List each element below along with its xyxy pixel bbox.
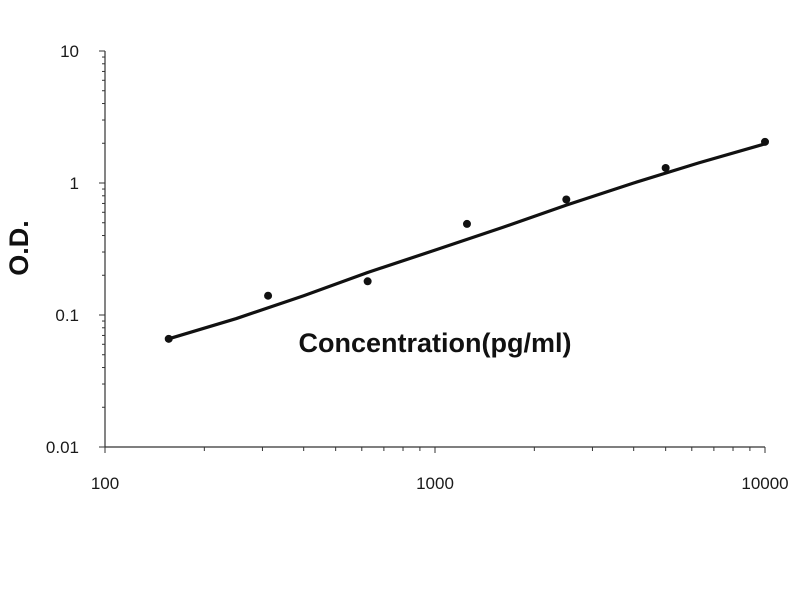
data-point xyxy=(462,219,471,228)
y-tick-label: 1 xyxy=(70,174,79,193)
x-axis-title: Concentration(pg/ml) xyxy=(299,328,572,358)
y-tick-label: 0.1 xyxy=(55,306,79,325)
data-point xyxy=(562,195,571,204)
fit-curve xyxy=(167,142,767,341)
data-point xyxy=(164,334,173,343)
y-axis-title: O.D. xyxy=(4,220,34,276)
data-point xyxy=(761,137,769,146)
y-tick-label: 0.01 xyxy=(46,438,79,457)
x-tick-label: 1000 xyxy=(416,474,454,493)
data-point xyxy=(661,163,670,172)
plot-area xyxy=(164,137,769,343)
data-point xyxy=(264,291,273,300)
y-tick-label: 10 xyxy=(60,42,79,61)
x-tick-label: 100 xyxy=(91,474,119,493)
x-axis: 100 1000 10000 xyxy=(91,446,789,493)
y-axis: 0.01 0.1 1 10 xyxy=(46,42,106,457)
data-point xyxy=(363,277,372,286)
x-tick-label: 10000 xyxy=(741,474,788,493)
